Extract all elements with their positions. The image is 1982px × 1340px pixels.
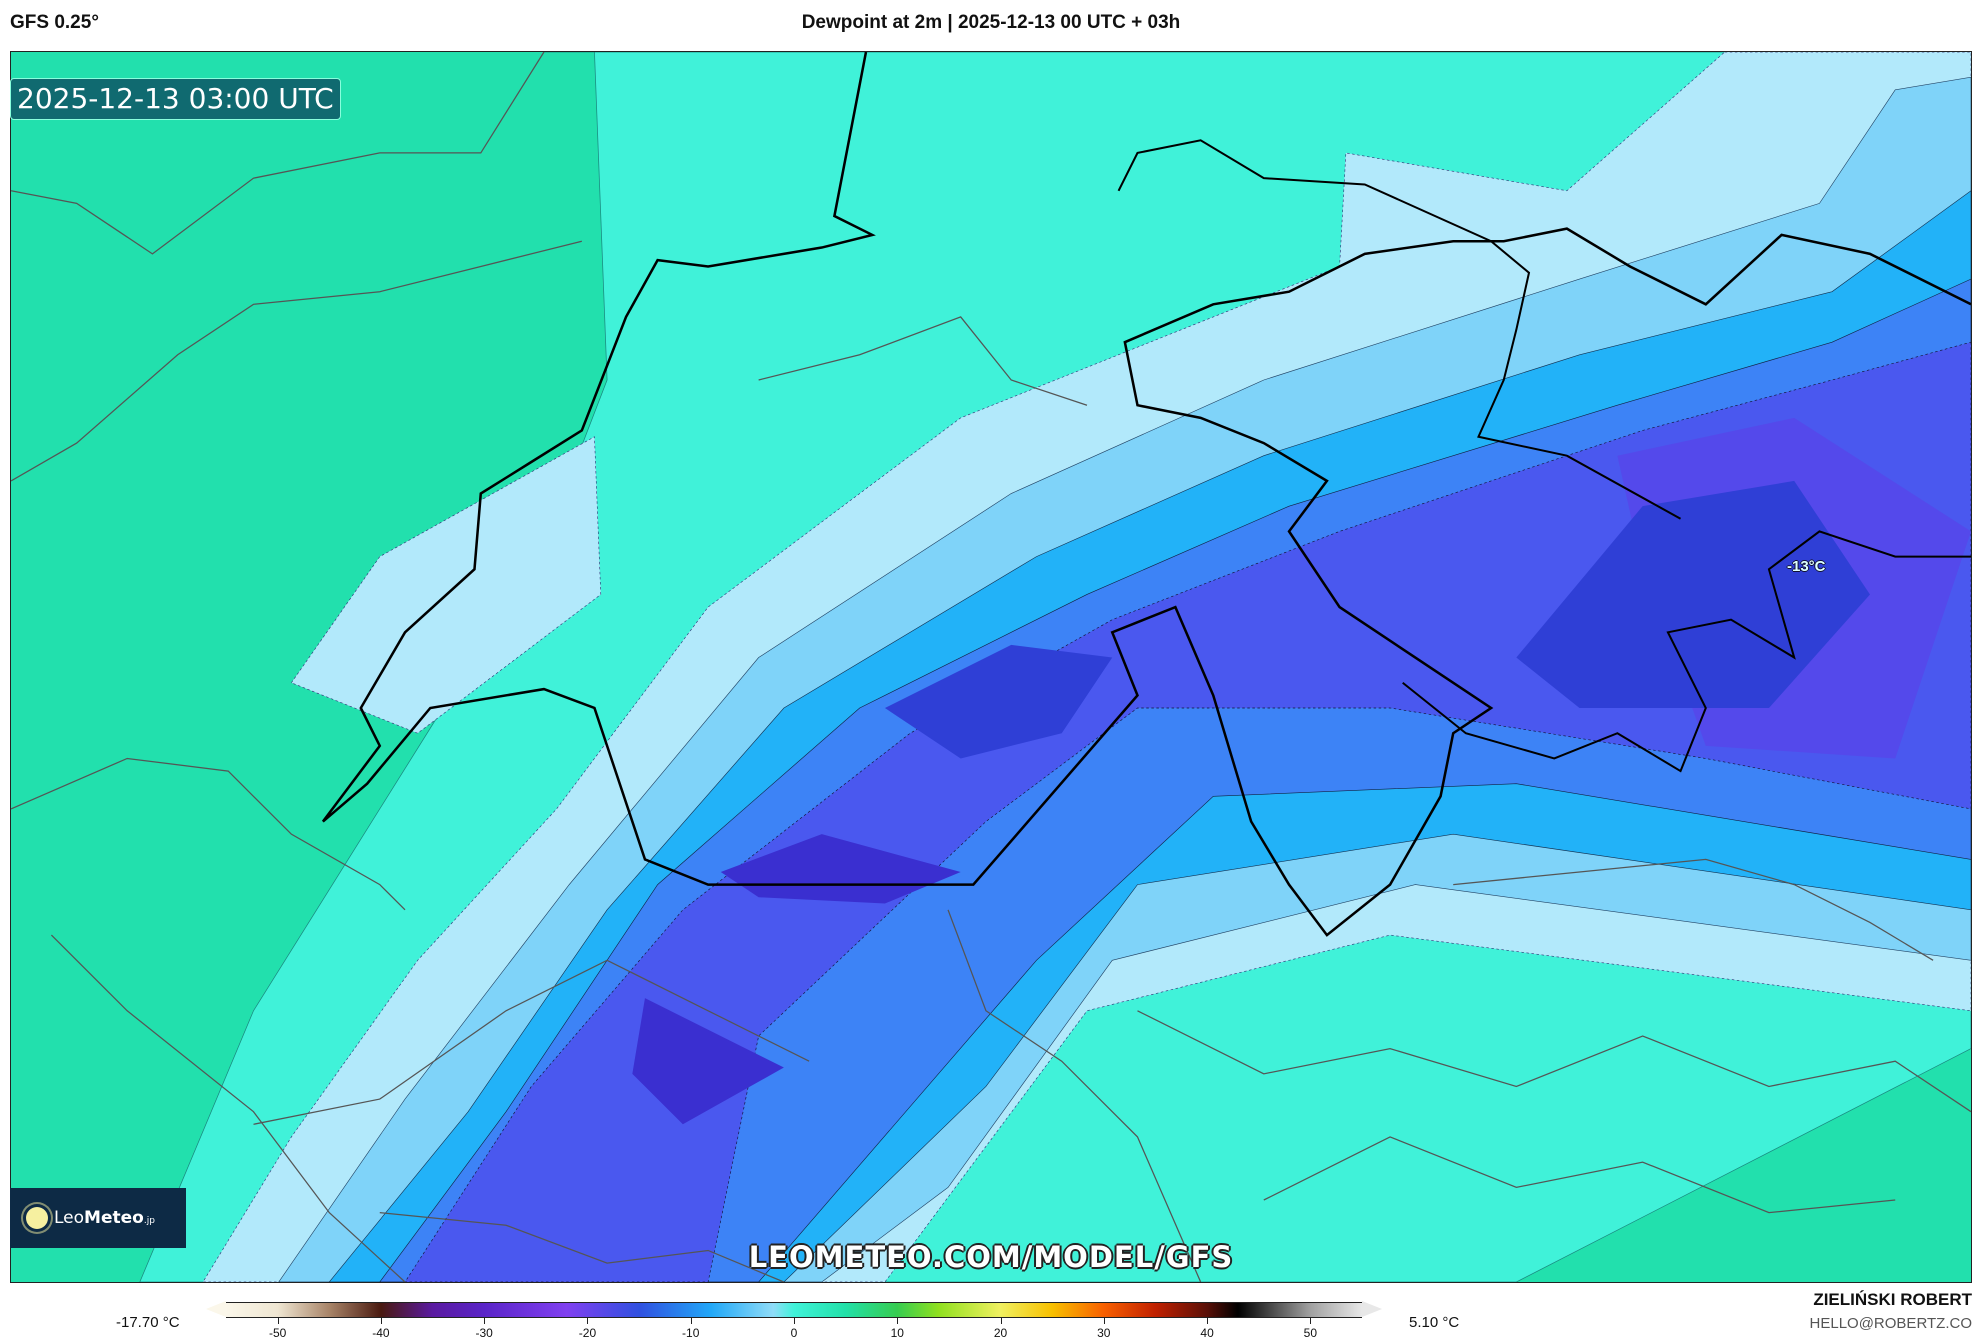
colorbar-tick-label: 50 [1303,1326,1318,1340]
core-aosta [632,998,784,1125]
watermark: LEOMETEO.COM/MODEL/GFS [748,1240,1234,1274]
colorbar-tick-label: -30 [475,1326,493,1340]
contour-fill-layer [11,52,1971,1282]
colorbar-tick-label: -10 [682,1326,700,1340]
colorbar [226,1302,1362,1318]
colorbar-tick-label: 30 [1097,1326,1111,1340]
author-name: ZIELIŃSKI ROBERT [1813,1290,1972,1309]
colorbar-tick [587,1318,589,1324]
dewpoint-map [10,51,1972,1283]
colorbar-tick [380,1318,382,1324]
colorbar-tick-label: -40 [372,1326,390,1340]
core-east [1516,480,1870,708]
colorbar-tick [1310,1318,1312,1324]
author-email: HELLO@ROBERTZ.CO [1809,1315,1972,1332]
colorbar-tick [484,1318,486,1324]
colorbar-tick [897,1318,899,1324]
colorbar-tick-label: 20 [993,1326,1008,1340]
leometeo-logo: LeoMeteo.jp [10,1188,186,1248]
country-border-switzerland [321,52,1971,937]
colorbar-tick-label: -50 [268,1326,287,1340]
country-border-north [1117,139,1682,520]
colorbar-tick-label: -20 [578,1326,597,1340]
colorbar-tick [277,1318,279,1324]
logo-wordmark: LeoMeteo.jp [54,1208,155,1228]
colorbar-extend-low [206,1301,226,1317]
colorbar-tick [794,1318,795,1324]
colorbar-tick-label: 0 [790,1326,798,1340]
colorbar-min-label: -17.70 °C [116,1314,180,1331]
map-title: Dewpoint at 2m | 2025-12-13 00 UTC + 03h [801,12,1181,33]
valid-time-badge: 2025-12-13 03:00 UTC [10,78,341,120]
core-center [884,644,1113,759]
colorbar-tick [690,1318,692,1324]
region-borders [11,52,1971,1282]
colorbar-max-label: 5.10 °C [1409,1314,1460,1331]
contour-label: -13°C [1787,558,1826,575]
model-name: GFS 0.25° [10,12,99,33]
colorbar-tick-label: 40 [1200,1326,1214,1340]
colorbar-tick [1000,1318,1002,1324]
colorbar-tick [1103,1318,1105,1324]
colorbar-tick [1207,1318,1209,1324]
colorbar-extend-high [1362,1301,1382,1317]
band-light-blue-lens [290,436,602,734]
country-border-austria [1402,530,1971,773]
sun-icon [26,1207,48,1229]
core-valais [720,834,961,904]
colorbar-tick-label: 10 [890,1326,904,1340]
